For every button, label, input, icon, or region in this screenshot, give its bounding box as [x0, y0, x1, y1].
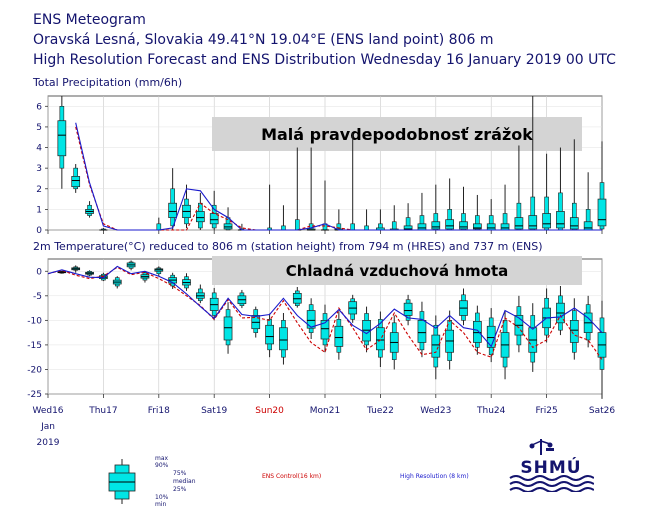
precip-iqr-box [223, 223, 233, 230]
temp-control-line [47, 266, 603, 360]
precip-iqr-box [542, 213, 551, 229]
precip-iqr-box [556, 211, 565, 229]
precip-p10-p90-bar [281, 225, 286, 231]
x-axis-day-label: Tue22 [366, 406, 394, 416]
x-axis-day-label: Sat19 [201, 406, 227, 416]
precip-p10-p90-bar [156, 223, 162, 231]
legend-p75: 75% [173, 470, 187, 477]
x-axis-day-label: Wed23 [420, 406, 451, 416]
temp-iqr-box [334, 325, 344, 347]
legend-p90: 90% [155, 462, 169, 469]
precip-iqr-box [473, 223, 482, 230]
precip-p10-p90-bar [294, 219, 300, 231]
shmu-logo-text: SHMÚ [520, 458, 582, 478]
temp-title: 2m Temperature(°C) reduced to 806 m (sta… [33, 240, 543, 253]
precip-iqr-box [417, 223, 427, 231]
temp-ytick-label: -25 [27, 390, 42, 400]
precip-ytick-label: 6 [36, 102, 42, 112]
temp-ytick-label: -20 [27, 365, 42, 375]
header-forecast: High Resolution Forecast and ENS Distrib… [33, 52, 616, 68]
precip-iqr-box [445, 219, 454, 230]
temp-iqr-box [306, 310, 316, 329]
precip-ytick-label: 3 [36, 164, 42, 174]
precip-iqr-box [486, 223, 496, 231]
precip-annotation-box [212, 117, 582, 151]
precip-iqr-box [71, 176, 81, 188]
precip-ytick-label: 4 [36, 144, 42, 154]
x-axis-day-label: Thu17 [88, 406, 117, 416]
legend-min: min [155, 501, 167, 508]
temp-ytick-label: -10 [27, 316, 42, 326]
precip-hres-line [75, 122, 602, 231]
legend-median: median [173, 478, 196, 485]
precip-iqr-box [168, 202, 177, 218]
precip-iqr-box [196, 211, 205, 223]
header-location: Oravská Lesná, Slovakia 49.41°N 19.04°E … [33, 32, 494, 48]
x-axis-day-label: Fri18 [148, 406, 170, 416]
precip-title: Total Precipitation (mm/6h) [33, 76, 183, 89]
precip-iqr-box [500, 223, 510, 231]
temp-iqr-box [223, 316, 233, 341]
precip-iqr-box [597, 198, 607, 227]
shmu-logo-graphic [509, 439, 594, 492]
precip-iqr-box [57, 120, 67, 157]
temp-iqr-box [279, 327, 288, 351]
legend-p10: 10% [155, 494, 169, 501]
precip-ytick-label: 2 [36, 185, 42, 195]
legend-hres: High Resolution (8 km) [400, 473, 469, 480]
precip-iqr-box [583, 221, 593, 231]
temp-iqr-box [320, 320, 330, 340]
temp-iqr-box [376, 327, 385, 351]
temp-iqr-box [473, 320, 482, 343]
temp-iqr-box [569, 320, 579, 343]
temp-iqr-box [431, 334, 441, 358]
temp-iqr-box [486, 325, 496, 348]
legend-control: ENS Control(16 km) [262, 473, 322, 480]
x-axis-day-label: Mon21 [310, 406, 340, 416]
temp-hres-line [47, 265, 603, 348]
precip-iqr-box [431, 221, 441, 230]
shmu-logo: SHMÚ [508, 438, 594, 492]
x-axis-year-label: 2019 [37, 438, 60, 448]
temp-annotation-text: Chladná vzduchová hmota [286, 262, 509, 280]
legend-p25: 25% [173, 486, 187, 493]
x-axis-day-label: Thu24 [476, 406, 506, 416]
x-axis-day-label: Sun20 [255, 406, 284, 416]
precip-ytick-label: 1 [36, 205, 42, 215]
temp-ytick-label: -5 [33, 292, 42, 302]
temp-iqr-box [403, 302, 413, 316]
precip-annotation-text: Malá pravdepodobnosť zrážok [261, 125, 533, 144]
temp-iqr-box [417, 320, 427, 343]
x-axis-day-label: Sat26 [589, 406, 615, 416]
precip-ytick-label: 5 [36, 123, 42, 133]
precip-ytick-label: 0 [36, 226, 42, 236]
precip-iqr-box [528, 215, 538, 230]
temp-ytick-label: 0 [36, 267, 42, 277]
temp-ytick-label: -15 [27, 341, 42, 351]
temp-annotation-box [212, 256, 582, 285]
temp-iqr-box [265, 324, 274, 345]
x-axis-day-label: Fri25 [536, 406, 558, 416]
x-axis-month-label: Jan [40, 422, 55, 432]
precip-p10-p90-bar [364, 225, 369, 231]
precip-iqr-box [514, 217, 524, 230]
precip-iqr-box [459, 221, 468, 230]
precip-iqr-box [569, 217, 579, 230]
legend-max: max [155, 455, 169, 462]
x-axis-day-label: Wed16 [32, 406, 63, 416]
precip-p10-p90-bar [350, 223, 356, 231]
header-title: ENS Meteogram [33, 12, 146, 28]
